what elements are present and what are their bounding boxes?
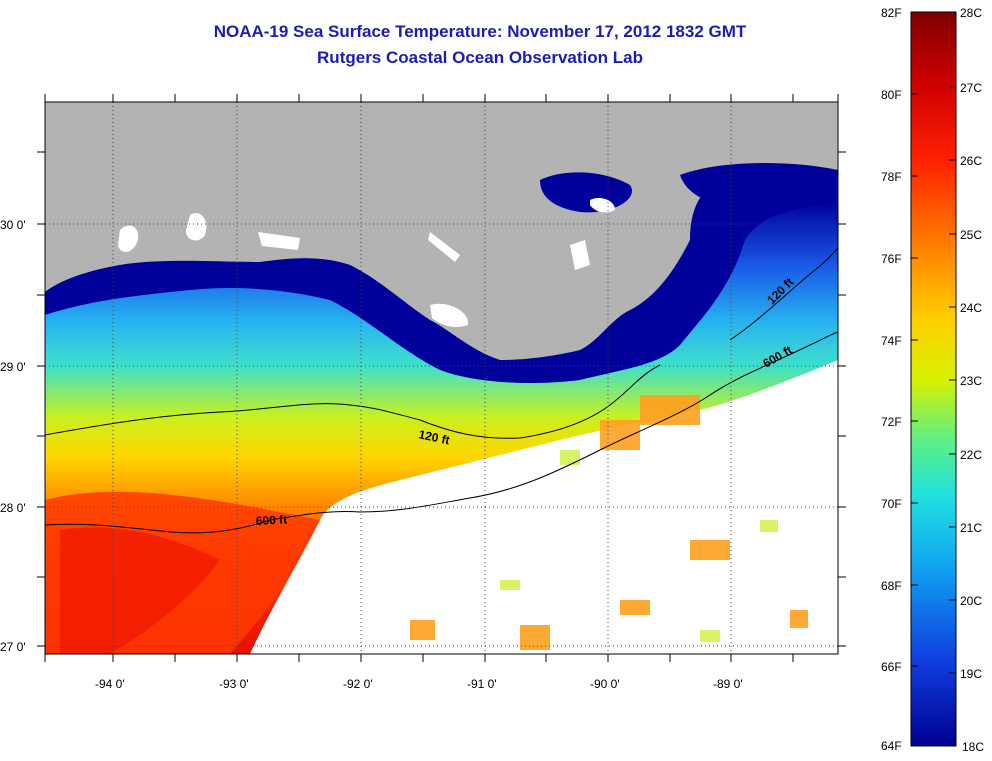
lon-label-90: -90 0' — [590, 677, 620, 691]
lon-label-92: -92 0' — [343, 677, 373, 691]
lat-label-28: 28 0' — [0, 501, 26, 515]
cb-c-23: 23C — [960, 374, 982, 388]
cb-c-18: 18C — [962, 740, 984, 754]
lat-label-27: 27 0' — [0, 640, 26, 654]
cb-c-27: 27C — [960, 81, 982, 95]
contour-600ft — [45, 331, 838, 534]
lat-label-30: 30 0' — [0, 218, 26, 232]
cb-c-24: 24C — [960, 301, 982, 315]
land-mass — [45, 102, 838, 360]
cb-f-74: 74F — [881, 334, 902, 348]
map-frame — [44, 101, 839, 655]
cb-c-19: 19C — [960, 667, 982, 681]
lat-label-29: 29 0' — [0, 360, 26, 374]
map-subtitle: Rutgers Coastal Ocean Observation Lab — [317, 48, 643, 67]
contour-label-600ft: 600 ft — [255, 512, 287, 528]
cb-f-82: 82F — [881, 6, 902, 20]
cb-c-28: 28C — [960, 6, 982, 20]
cb-f-70: 70F — [881, 497, 902, 511]
contour-120ft — [45, 364, 661, 439]
cb-f-66: 66F — [881, 660, 902, 674]
cb-f-76: 76F — [881, 252, 902, 266]
lon-label-89: -89 0' — [713, 677, 743, 691]
cb-f-80: 80F — [881, 88, 902, 102]
cloud-region — [250, 360, 838, 654]
cb-f-68: 68F — [881, 579, 902, 593]
cb-c-26: 26C — [960, 154, 982, 168]
cb-f-64: 64F — [881, 739, 902, 753]
map-title: NOAA-19 Sea Surface Temperature: Novembe… — [213, 22, 747, 41]
contour-label-120ft: 120 ft — [417, 427, 451, 447]
cb-c-21: 21C — [960, 521, 982, 535]
colorbar — [910, 11, 957, 747]
tick-marks — [37, 94, 846, 662]
cb-f-78: 78F — [881, 170, 902, 184]
cb-f-72: 72F — [881, 415, 902, 429]
cb-c-25: 25C — [960, 228, 982, 242]
graticule — [45, 102, 838, 654]
map-area: 120 ft 600 ft 120 ft 600 ft — [45, 102, 838, 654]
cb-c-20: 20C — [960, 594, 982, 608]
cb-c-22: 22C — [960, 448, 982, 462]
lon-label-94: -94 0' — [95, 677, 125, 691]
lon-label-91: -91 0' — [467, 677, 497, 691]
lon-label-93: -93 0' — [219, 677, 249, 691]
